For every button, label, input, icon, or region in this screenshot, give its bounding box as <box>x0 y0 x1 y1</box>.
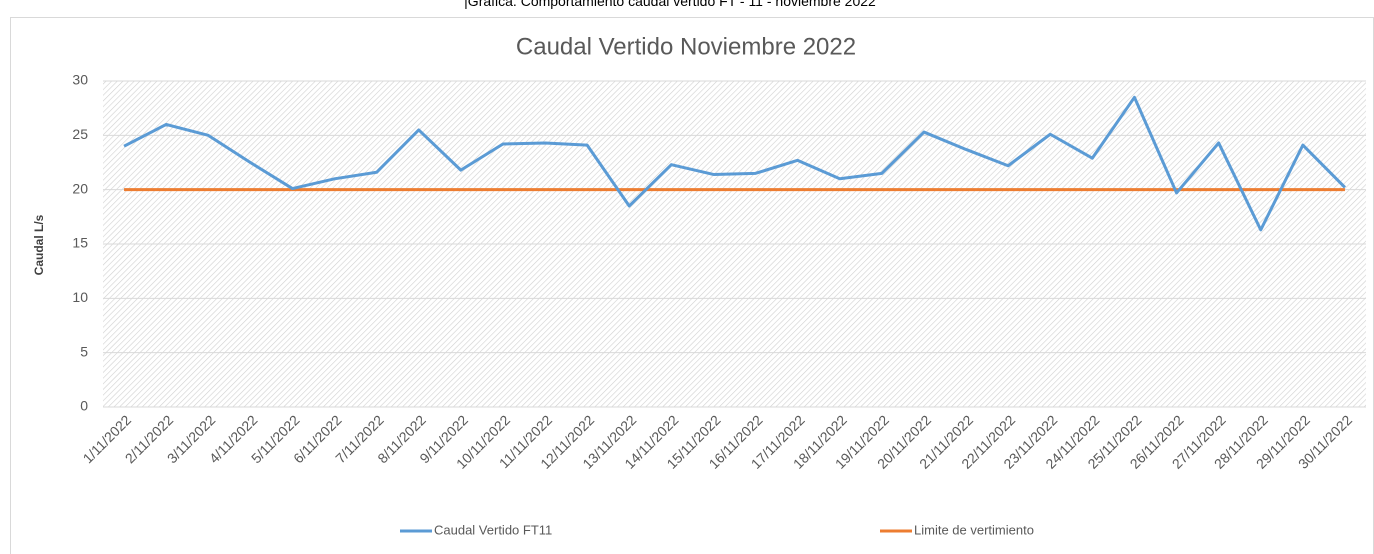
chart-title: Caudal Vertido Noviembre 2022 <box>516 33 856 60</box>
y-tick-label: 10 <box>72 289 88 305</box>
caption: |Gráfica. Comportamiento caudal vertido … <box>464 0 876 9</box>
y-tick-label: 25 <box>72 126 88 142</box>
y-tick-label: 30 <box>72 72 88 88</box>
legend-label: Limite de vertimiento <box>914 522 1034 537</box>
line-series <box>123 95 1347 232</box>
y-axis-label: Caudal L/s <box>32 214 46 275</box>
y-tick-label: 20 <box>72 180 88 196</box>
legend-label: Caudal Vertido FT11 <box>434 522 552 537</box>
y-tick-label: 5 <box>80 343 88 359</box>
y-tick-label: 15 <box>72 235 88 251</box>
y-tick-label: 0 <box>80 398 88 414</box>
